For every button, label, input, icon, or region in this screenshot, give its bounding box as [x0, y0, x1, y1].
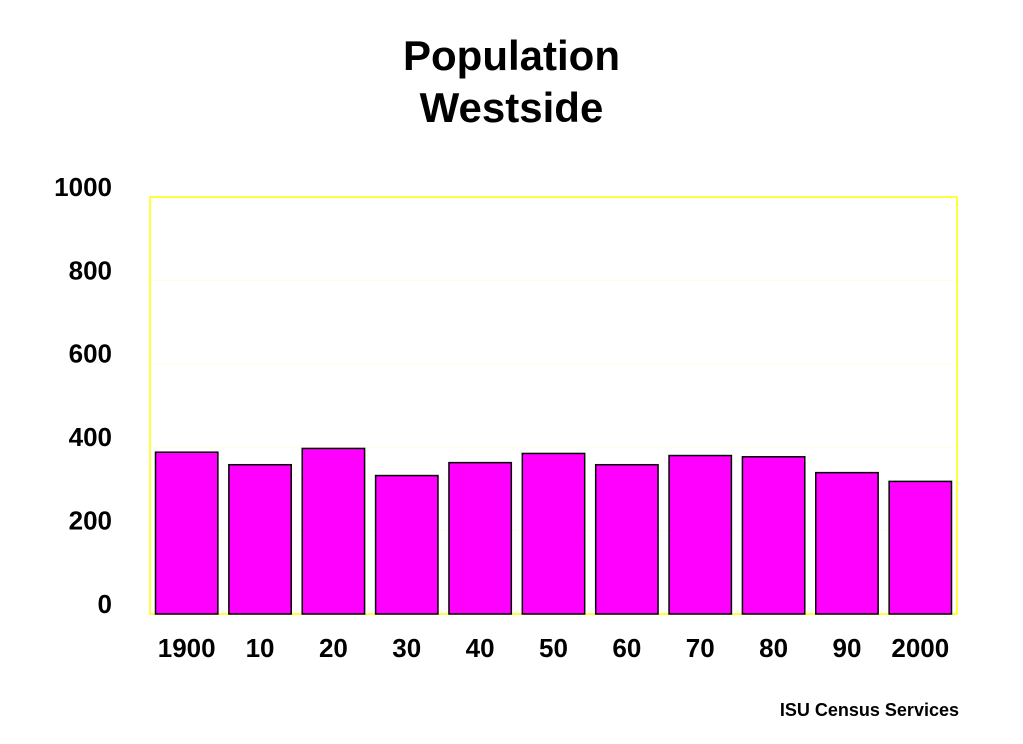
x-tick-label: 60	[612, 633, 641, 663]
x-tick-label: 30	[392, 633, 421, 663]
x-tick-label: 90	[832, 633, 861, 663]
x-axis-tick-labels: 1900 10 20 30 40 50 60 70 80 90 2000	[158, 633, 949, 663]
source-credit: ISU Census Services	[779, 700, 959, 720]
bar-50	[521, 452, 586, 615]
x-tick-label: 20	[319, 633, 348, 663]
x-tick-label: 40	[466, 633, 495, 663]
bar-30	[374, 474, 439, 615]
y-tick-label: 600	[69, 339, 112, 369]
bar-90	[815, 471, 879, 615]
y-tick-label: 200	[69, 505, 112, 535]
y-tick-label: 0	[98, 589, 112, 619]
chart-title: Population Westside	[0, 30, 1023, 134]
y-tick-label: 1000	[54, 172, 112, 202]
chart-title-line-1: Population	[403, 32, 620, 79]
bar-60	[594, 463, 659, 615]
bar-70	[668, 454, 733, 615]
bar-80	[741, 456, 806, 615]
x-tick-label: 70	[686, 633, 715, 663]
x-tick-label: 50	[539, 633, 568, 663]
x-tick-label: 1900	[158, 633, 216, 663]
bars	[154, 447, 953, 615]
y-axis-tick-labels: 0 200 400 600 800 1000	[54, 172, 112, 619]
y-tick-label: 800	[69, 255, 112, 285]
bar-40	[448, 461, 513, 615]
y-tick-label: 400	[69, 422, 112, 452]
bar-2000	[888, 480, 953, 615]
x-tick-label: 10	[246, 633, 275, 663]
chart-title-line-2: Westside	[419, 84, 604, 131]
bar-20	[301, 447, 366, 615]
x-tick-label: 80	[759, 633, 788, 663]
x-tick-label: 2000	[891, 633, 949, 663]
bar-10	[228, 463, 292, 615]
bar-1900	[154, 451, 219, 615]
